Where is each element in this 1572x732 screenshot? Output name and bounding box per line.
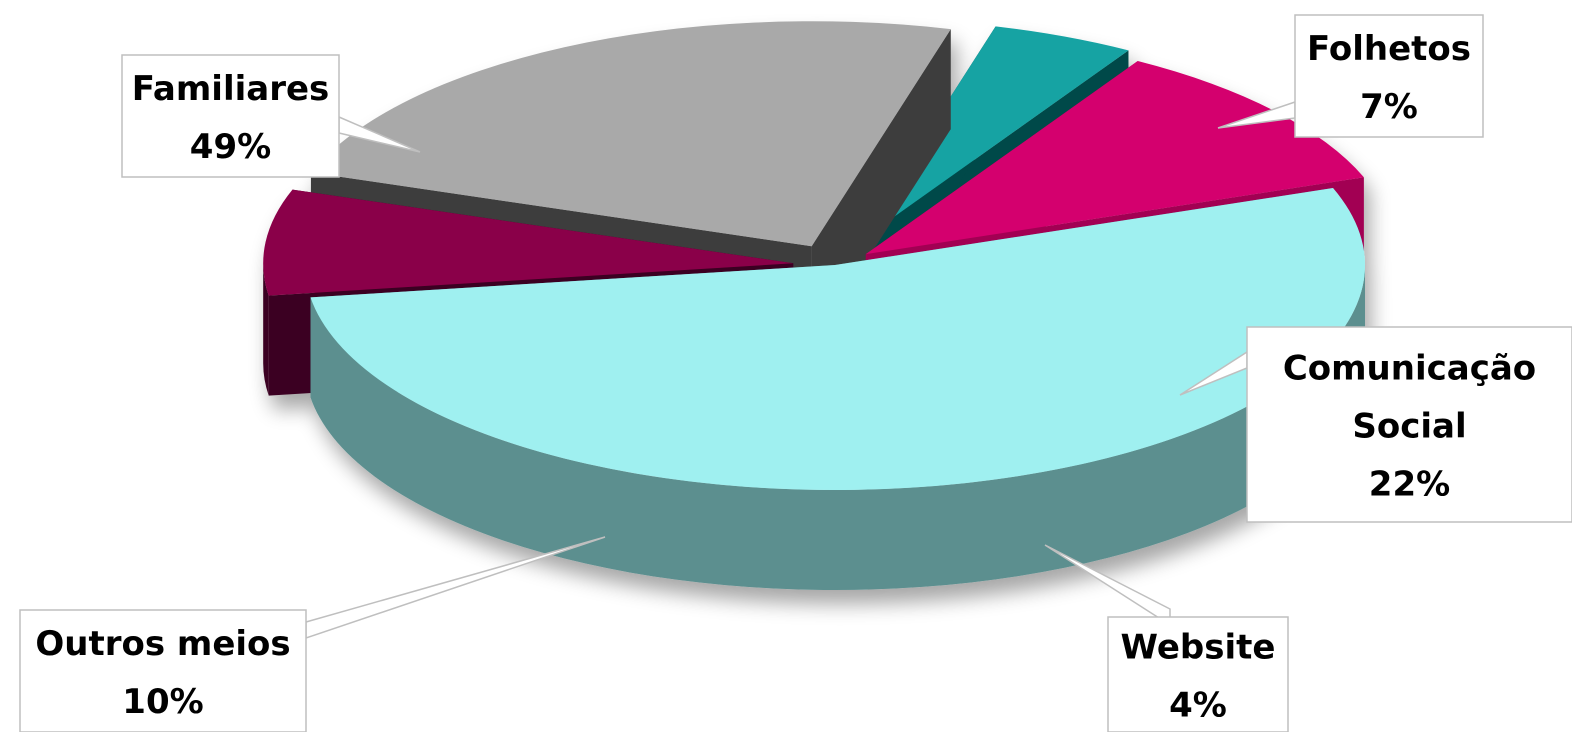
slice-top-comunicacao-social xyxy=(310,21,951,247)
data-label-category: Social xyxy=(1352,407,1466,447)
data-label-category: Website xyxy=(1121,628,1276,668)
data-label-comunicacao-social: Comunicação Social 22% xyxy=(1179,326,1572,523)
callout-box xyxy=(19,609,307,732)
data-label-percent: 49% xyxy=(190,127,271,167)
data-label-category: Familiares xyxy=(132,69,330,109)
slice-top-folhetos xyxy=(263,189,794,296)
data-label-percent: 22% xyxy=(1369,465,1450,505)
data-label-folhetos: Folhetos 7% xyxy=(1217,14,1484,138)
callout-box xyxy=(1107,616,1289,732)
slice-top-outros-meios xyxy=(865,61,1364,255)
data-label-percent: 7% xyxy=(1360,87,1418,127)
data-label-website: Website 4% xyxy=(1044,544,1289,732)
callout-leader xyxy=(305,536,606,640)
pie-slices xyxy=(263,21,1366,590)
callout-box xyxy=(1246,326,1572,523)
data-label-category: Comunicação xyxy=(1283,349,1536,389)
slice-familiares xyxy=(310,188,1366,590)
data-label-percent: 10% xyxy=(122,682,203,722)
data-label-category: Folhetos xyxy=(1307,29,1471,69)
slice-top-website xyxy=(856,26,1129,244)
slice-top-familiares xyxy=(310,188,1366,491)
data-label-category: Outros meios xyxy=(35,624,290,664)
data-label-percent: 4% xyxy=(1169,686,1227,726)
callout-box xyxy=(1294,14,1484,138)
data-label-familiares: Familiares 49% xyxy=(121,54,421,178)
data-label-outros-meios: Outros meios 10% xyxy=(19,536,606,732)
slice-side-familiares xyxy=(310,265,1365,590)
slice-side-folhetos xyxy=(263,263,269,396)
callout-box xyxy=(121,54,340,178)
pie-data-labels: Familiares 49% Folhetos 7% Comunicação Social… xyxy=(19,14,1572,732)
